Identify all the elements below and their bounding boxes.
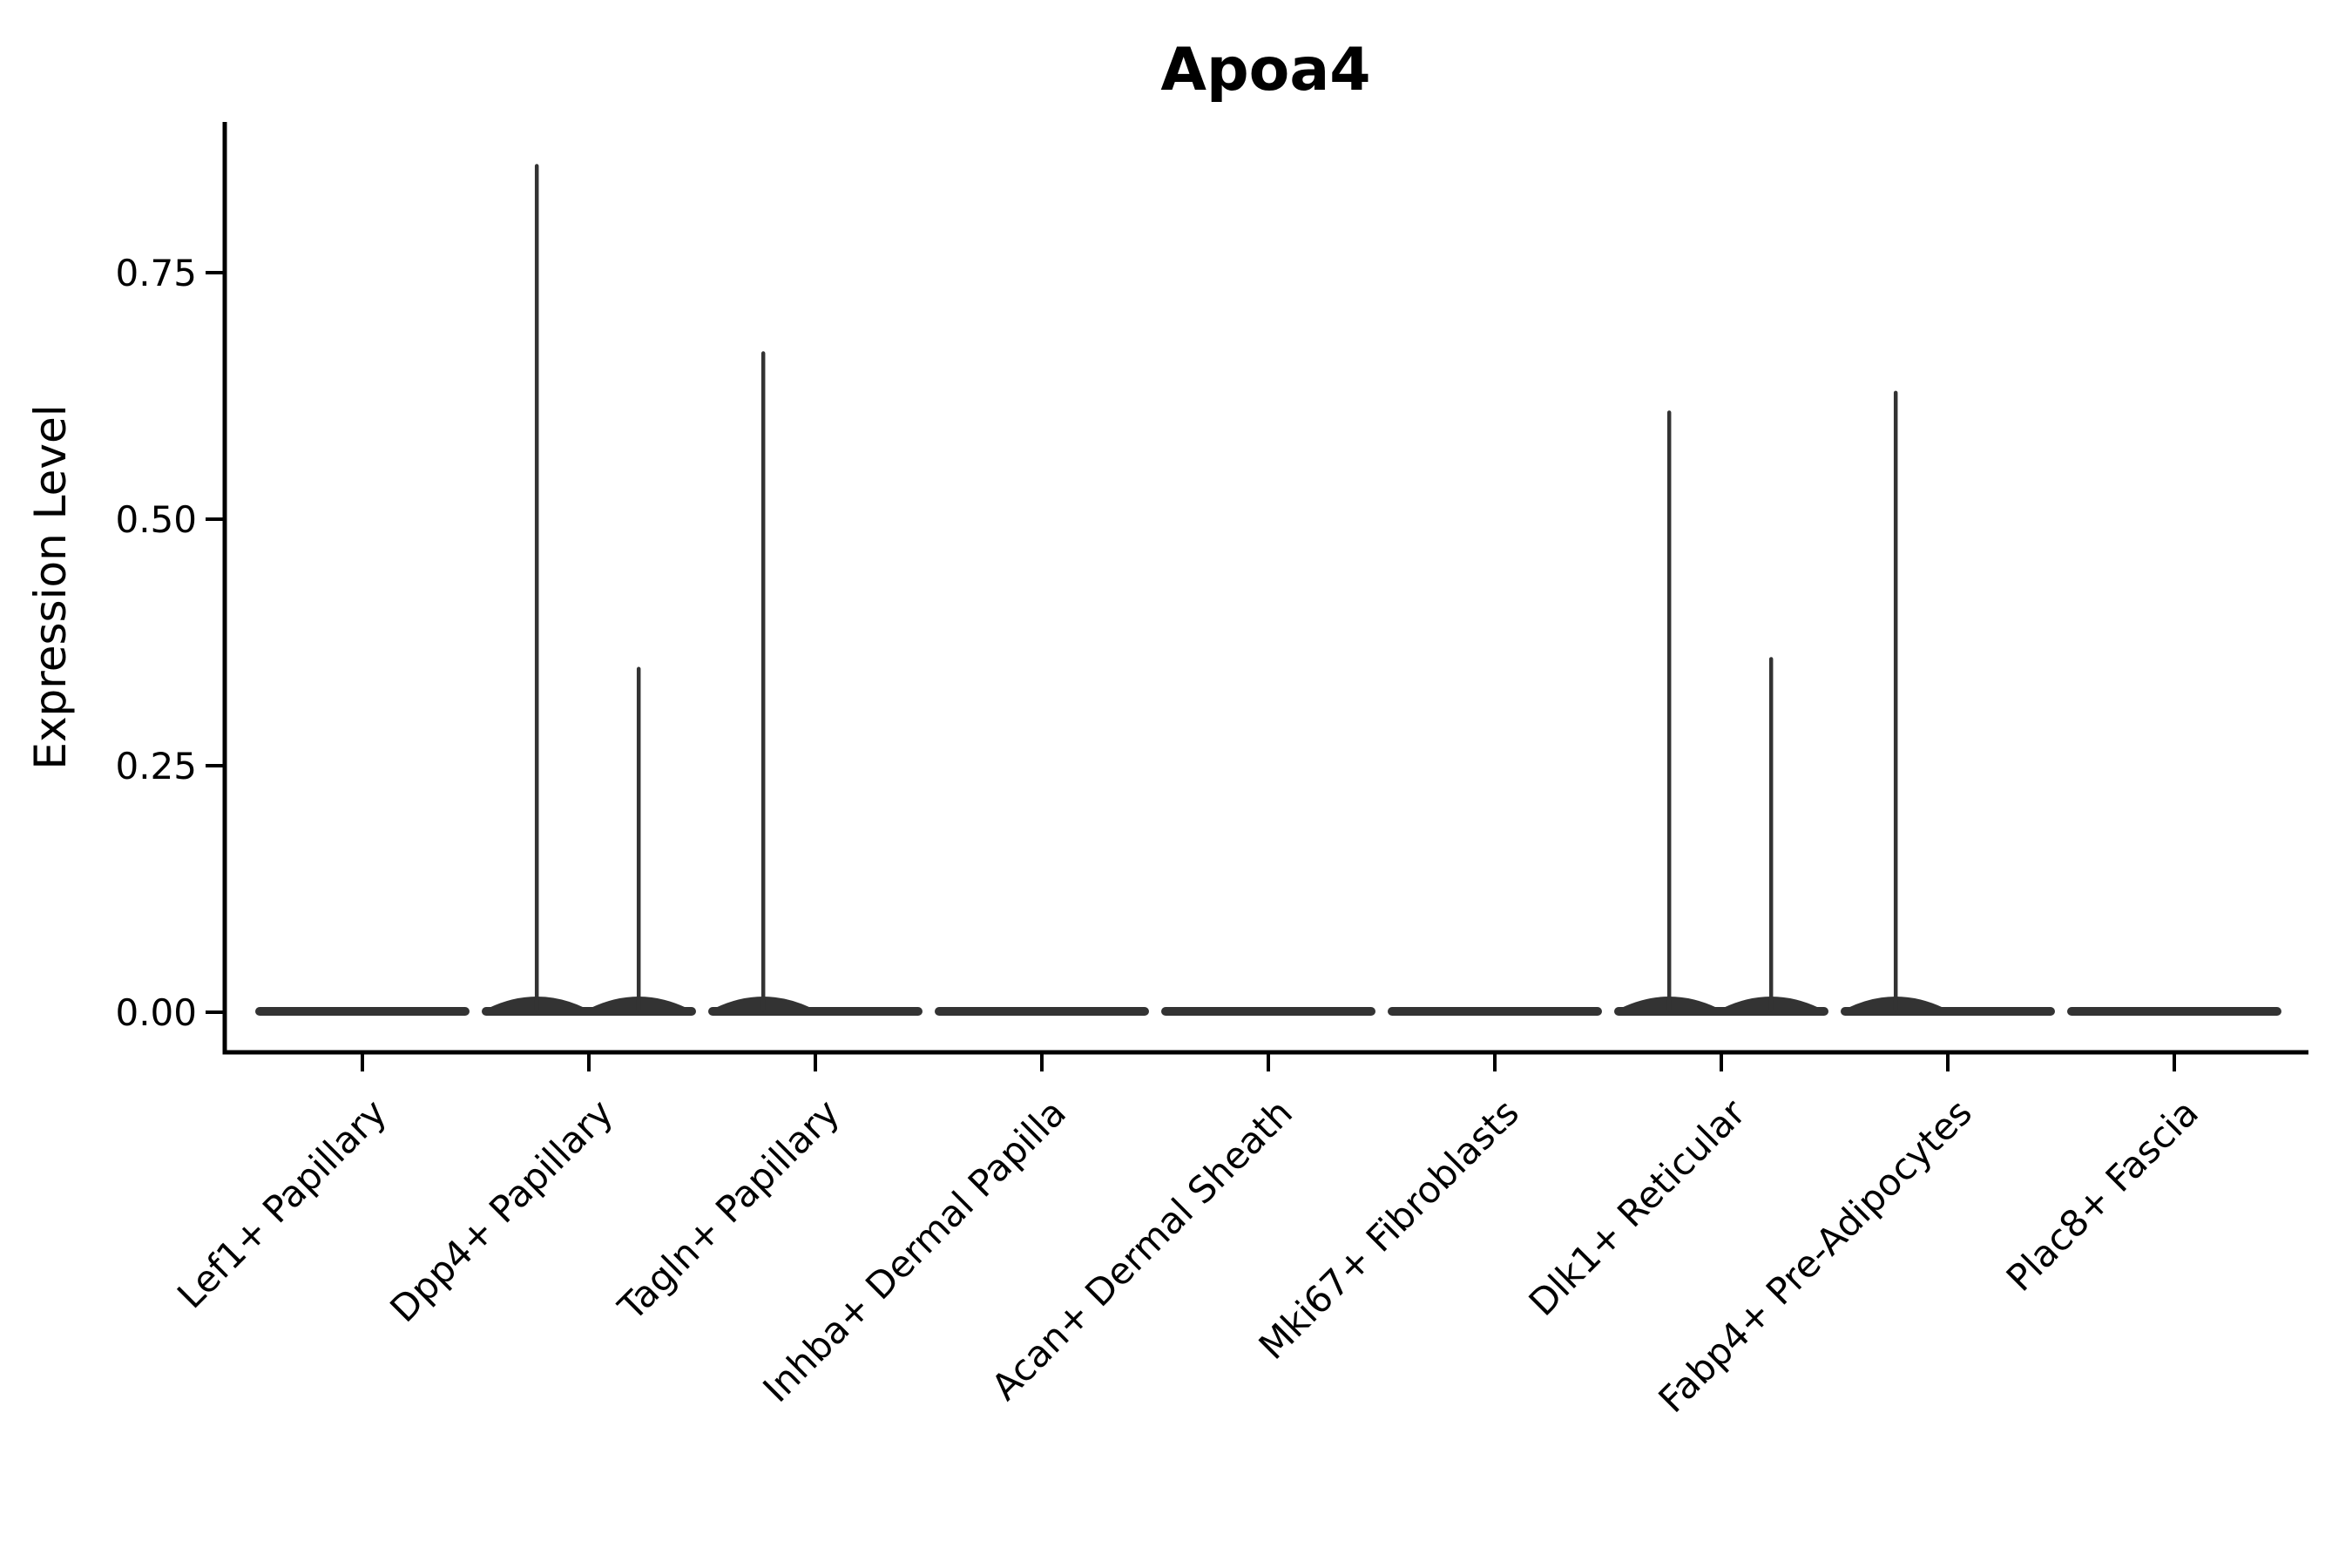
chart-title: Apoa4 [1160,36,1370,105]
x-tick-label: Tagln+ Papillary [610,1091,848,1328]
x-tick-label: Dlk1+ Reticular [1521,1091,1754,1324]
x-tick-label: Lef1+ Papillary [169,1091,395,1316]
x-tick-label: Mki67+ Fibroblasts [1251,1091,1527,1367]
y-axis-ticks: 0.00 0.25 0.50 0.75 [115,252,225,1034]
y-tick-label: 0.00 [115,991,197,1034]
y-tick-label: 0.75 [115,252,197,294]
y-tick-label: 0.50 [115,498,197,541]
y-axis-label: Expression Level [25,404,76,769]
x-tick-label: Dpp4+ Papillary [382,1091,621,1330]
violins-layer [255,164,2281,1016]
x-tick-label: Plac8+ Fascia [1998,1091,2207,1299]
y-tick-label: 0.25 [115,745,197,787]
